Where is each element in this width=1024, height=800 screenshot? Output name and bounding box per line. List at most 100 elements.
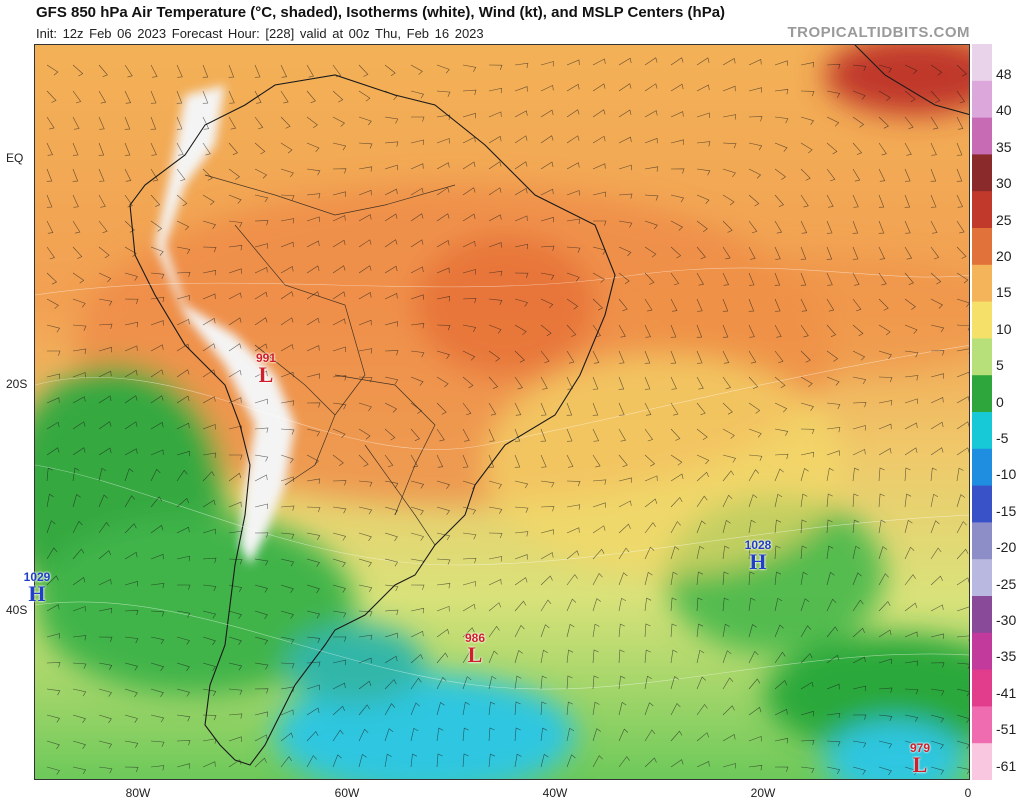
wind-barb (696, 649, 705, 664)
wind-barb (254, 64, 261, 78)
wind-barb (436, 213, 450, 222)
wind-barb (488, 675, 497, 690)
wind-barb (670, 702, 681, 716)
wind-barb (540, 599, 552, 612)
wind-barb (410, 187, 424, 196)
wind-barb (384, 584, 399, 592)
colorbar-label: 5 (996, 357, 1004, 374)
wind-barb (514, 187, 528, 196)
wind-barb (670, 324, 677, 338)
wind-barb (306, 506, 321, 513)
wind-barb (904, 574, 916, 586)
wind-barb (592, 525, 606, 534)
wind-barb (358, 680, 372, 690)
wind-barb (722, 705, 735, 716)
wind-barb (280, 636, 295, 645)
wind-barb (618, 109, 632, 118)
wind-barb (384, 321, 398, 327)
wind-barb (488, 187, 502, 196)
wind-barb (618, 649, 625, 664)
wind-barb (384, 188, 398, 196)
wind-barb (592, 246, 607, 255)
wind-barb (644, 702, 654, 716)
wind-barb (566, 324, 577, 337)
wind-barb (670, 350, 677, 364)
wind-barb (306, 142, 320, 152)
wind-barb (202, 90, 209, 104)
wind-barb (410, 654, 423, 664)
wind-barb (436, 240, 450, 248)
wind-barb (228, 558, 243, 565)
wind-barb (670, 571, 678, 586)
wind-barb (410, 402, 423, 414)
wind-barb (332, 428, 346, 439)
wind-barb (540, 272, 555, 280)
wind-barb (462, 727, 469, 742)
wind-barb (124, 116, 131, 130)
wind-barb (306, 193, 321, 199)
wind-barb (748, 469, 760, 482)
wind-barb (46, 547, 58, 560)
wind-barb (670, 597, 677, 612)
wind-barb (306, 454, 320, 465)
wind-barb (46, 142, 53, 156)
wind-barb (644, 272, 655, 285)
wind-barb (150, 395, 164, 404)
wind-barb (358, 64, 369, 77)
wind-barb (930, 688, 945, 696)
wind-barb (202, 293, 216, 300)
wind-barb (774, 194, 784, 207)
wind-barb (878, 658, 892, 665)
wind-barb (826, 324, 837, 337)
wind-barb (566, 246, 581, 253)
wind-barb (436, 138, 450, 144)
wind-barb (488, 64, 503, 71)
wind-barb (566, 454, 574, 468)
wind-barb (306, 216, 320, 222)
wind-barb (800, 653, 813, 664)
wind-barb (800, 468, 809, 482)
site-credit[interactable]: TROPICALTIDBITS.COM (787, 24, 970, 41)
colorbar-step (972, 80, 992, 119)
wind-barb (826, 683, 840, 690)
wind-barb (46, 662, 61, 668)
colorbar-step (972, 117, 992, 155)
wind-barb (462, 402, 472, 416)
wind-barb (358, 558, 372, 567)
wind-barb (332, 291, 346, 300)
wind-barb (436, 558, 451, 565)
colorbar-label: 30 (996, 175, 1012, 192)
wind-barb (748, 624, 757, 638)
colorbar-step (972, 706, 992, 744)
wind-barb (800, 681, 814, 690)
colorbar-label: 0 (996, 393, 1004, 410)
wind-barb (124, 421, 138, 430)
wind-barb (202, 142, 211, 156)
wind-barb (150, 246, 164, 256)
wind-barb (956, 142, 963, 156)
wind-barb (618, 272, 630, 285)
wind-barb (176, 526, 190, 534)
wind-barb (878, 423, 892, 430)
wind-barb (98, 578, 112, 586)
wind-barb (852, 425, 866, 431)
wind-barb (878, 573, 889, 586)
wind-barb (618, 83, 632, 92)
wind-barb (384, 703, 396, 716)
wind-barb (540, 727, 548, 742)
wind-barb (540, 649, 548, 664)
wind-barb (722, 298, 729, 312)
wind-barb (202, 499, 216, 508)
wind-barb (566, 402, 573, 416)
wind-barb (306, 402, 321, 408)
wind-barb (384, 90, 398, 101)
wind-barb (306, 558, 320, 567)
wind-barb (410, 323, 425, 329)
wind-barb (384, 402, 398, 413)
wind-barb (670, 623, 677, 638)
wind-barb (177, 584, 191, 590)
wind-barb (228, 610, 242, 619)
wind-barb (592, 109, 606, 118)
wind-barb (644, 246, 657, 258)
wind-barb (384, 265, 398, 274)
